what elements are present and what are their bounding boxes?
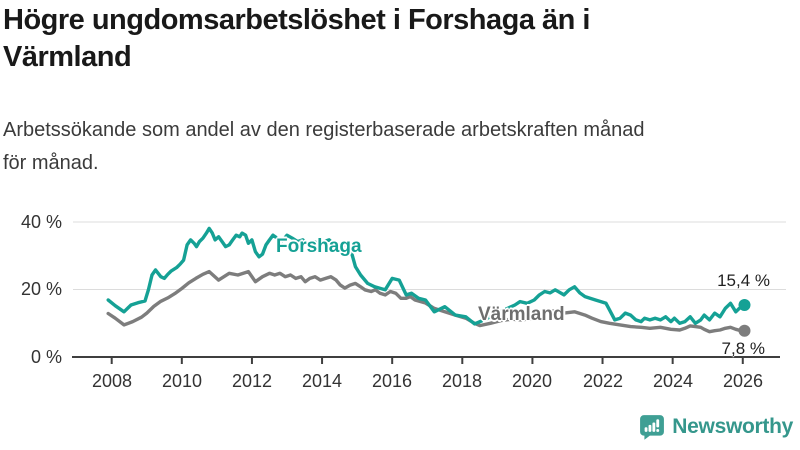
x-tick-label-2020: 2020 (511, 371, 553, 391)
series-label-varmland: Värmland (478, 304, 565, 325)
series-line-forshaga (106, 226, 747, 326)
bar-chart-speech-bubble-icon (640, 415, 665, 440)
newsworthy-logo: Newsworthy (639, 414, 793, 440)
y-tick-label-40: 40 % (20, 212, 62, 232)
x-tick-label-2012: 2012 (231, 371, 273, 391)
x-tick-label-2014: 2014 (301, 371, 343, 391)
x-tick-label-2026: 2026 (722, 371, 764, 391)
logo-text: Newsworthy (672, 415, 793, 438)
x-tick-label-2018: 2018 (441, 371, 483, 391)
series-label-forshaga: Forshaga (276, 236, 362, 257)
value-label-forshaga: 15,4 % (717, 271, 770, 290)
value-label-varmland: 7,8 % (721, 339, 765, 358)
y-tick-label-20: 20 % (20, 279, 62, 299)
series-end-dot-värmland (738, 324, 751, 337)
series-end-dot-forshaga (738, 299, 751, 311)
x-tick-label-2016: 2016 (371, 371, 413, 391)
page-subtitle: Arbetssökande som andel av den registerb… (3, 119, 645, 174)
x-tick-label-2024: 2024 (652, 371, 694, 391)
x-tick-label-2010: 2010 (161, 371, 203, 391)
series-line-värmland (106, 269, 747, 334)
x-tick-label-2022: 2022 (582, 371, 624, 391)
page-title: Högre ungdomsarbetslöshet i Forshaga än … (3, 4, 591, 73)
x-tick-label-2008: 2008 (91, 371, 133, 391)
y-tick-label-0: 0 % (30, 347, 62, 367)
